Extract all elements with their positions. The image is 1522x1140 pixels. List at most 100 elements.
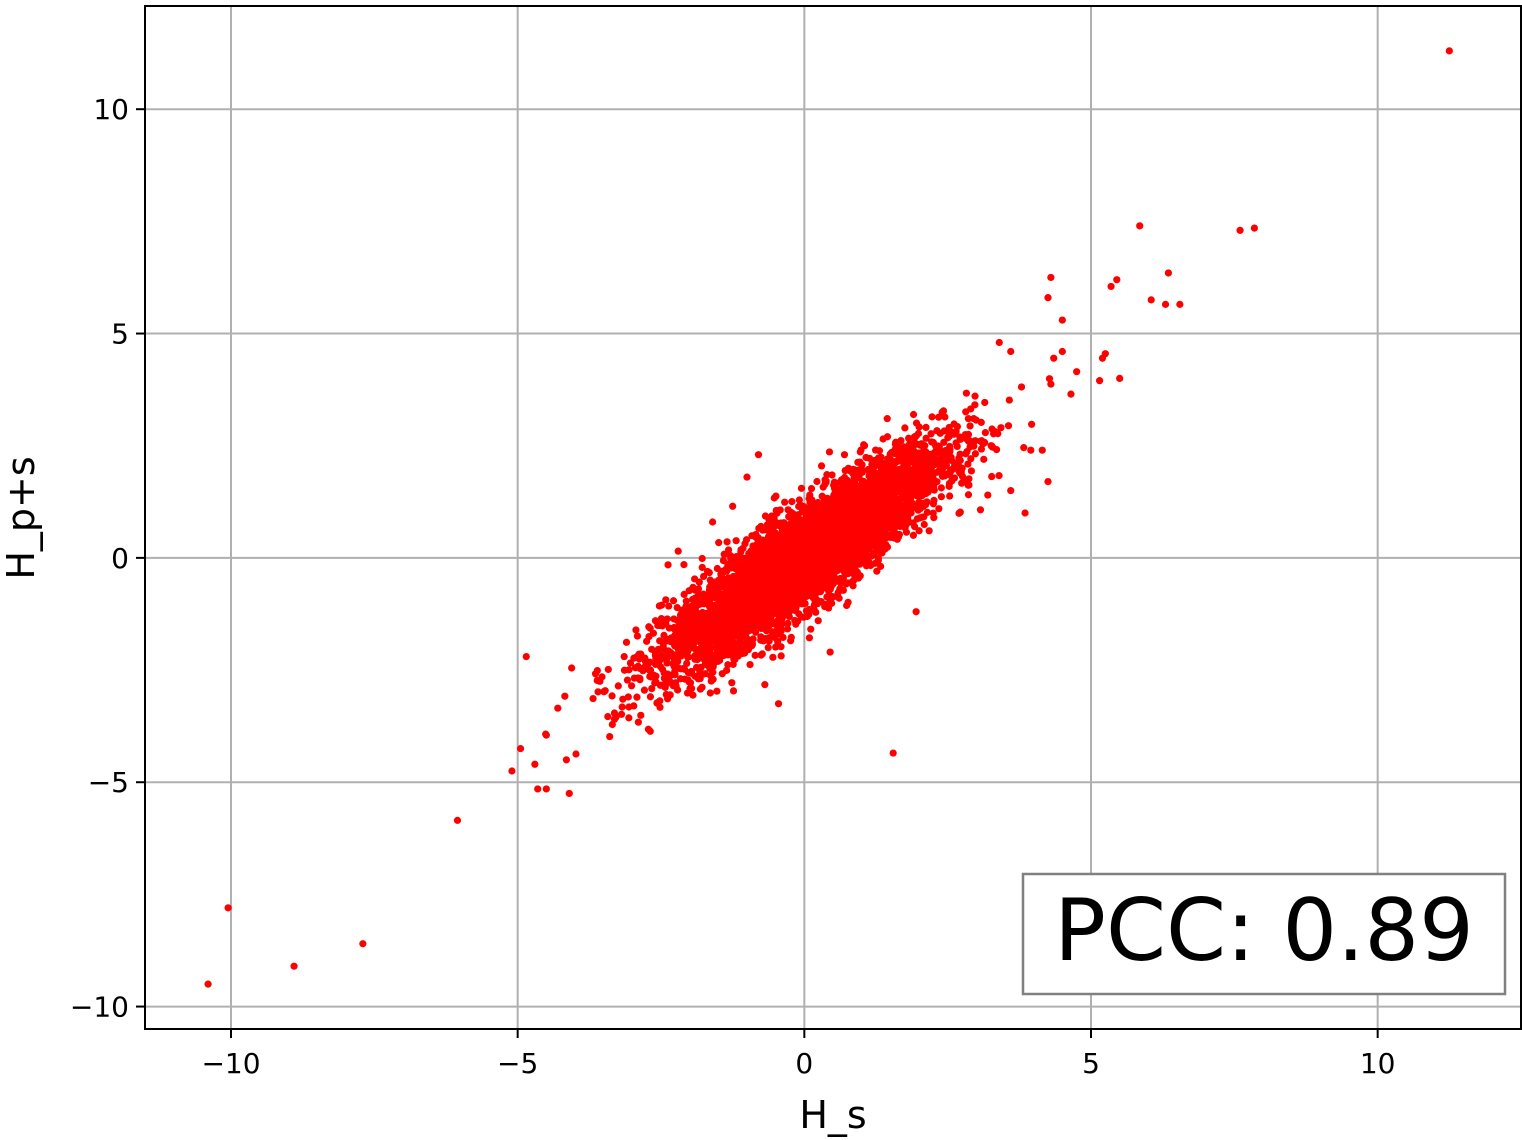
data-point [818, 579, 826, 587]
data-point [907, 451, 915, 460]
data-point [769, 653, 777, 661]
data-point [854, 458, 862, 466]
data-point [922, 423, 930, 431]
data-point [945, 482, 953, 490]
data-point [928, 413, 936, 421]
data-point [665, 602, 673, 610]
data-point [977, 418, 985, 426]
data-point [1058, 347, 1066, 356]
data-point [745, 557, 754, 565]
data-point [853, 568, 861, 576]
data-point [976, 506, 985, 514]
data-point [920, 520, 928, 529]
data-point [865, 538, 873, 546]
data-point [682, 597, 690, 605]
data-point [632, 626, 640, 634]
data-point [916, 514, 924, 522]
data-point [887, 469, 895, 477]
data-point [888, 525, 896, 533]
data-point [657, 681, 665, 689]
data-point [965, 475, 973, 483]
data-point [1096, 377, 1104, 385]
data-point [562, 756, 571, 764]
data-point [752, 628, 760, 636]
data-point [851, 476, 859, 484]
data-point [1058, 316, 1066, 324]
data-point [814, 617, 822, 625]
data-point [224, 904, 232, 912]
data-point [706, 689, 714, 697]
data-point [623, 676, 632, 684]
data-point [825, 448, 834, 456]
data-point [935, 505, 943, 513]
data-point [917, 440, 926, 448]
data-point [687, 684, 696, 693]
data-point [652, 660, 660, 668]
data-point [995, 338, 1003, 347]
data-point [657, 651, 665, 659]
data-point [718, 580, 726, 588]
data-point [657, 615, 665, 623]
data-point [687, 669, 695, 677]
data-point [637, 711, 645, 719]
data-point [872, 522, 880, 530]
data-point [636, 664, 644, 673]
data-point [812, 608, 820, 616]
data-point [732, 537, 740, 545]
data-point [964, 430, 973, 439]
data-point [845, 526, 854, 534]
data-point [734, 649, 742, 657]
data-point [879, 435, 887, 443]
data-point [835, 594, 843, 602]
data-point [878, 549, 886, 557]
data-point [924, 465, 932, 474]
data-point [988, 425, 996, 433]
data-point [1038, 446, 1046, 454]
data-point [698, 683, 706, 691]
data-point [732, 619, 740, 627]
data-point [816, 548, 824, 557]
data-point [788, 498, 796, 506]
data-point [689, 691, 697, 699]
data-point [843, 601, 851, 610]
data-point [964, 415, 972, 423]
data-point [651, 651, 659, 660]
data-point [522, 652, 530, 661]
data-point [971, 392, 979, 400]
data-point [980, 455, 988, 463]
data-point [797, 484, 806, 492]
data-point [849, 582, 857, 590]
data-point [935, 467, 943, 475]
data-point [823, 494, 831, 502]
data-point [997, 424, 1005, 432]
data-point [940, 438, 948, 446]
data-point [716, 656, 724, 664]
data-point [765, 634, 773, 642]
data-point [1017, 383, 1026, 391]
data-point [963, 447, 971, 456]
data-point [620, 652, 628, 661]
data-point [805, 634, 814, 642]
data-point [836, 585, 844, 593]
data-point [1164, 269, 1172, 277]
data-point [1044, 294, 1052, 302]
data-point [789, 510, 797, 518]
data-point [633, 693, 641, 701]
data-point [596, 677, 604, 685]
data-point [626, 659, 635, 667]
data-point [912, 419, 921, 427]
data-point [1176, 300, 1184, 308]
data-point [1007, 347, 1015, 356]
data-point [662, 596, 670, 604]
data-point [741, 645, 749, 653]
data-point [864, 552, 872, 561]
data-point [873, 567, 881, 575]
data-point [674, 686, 682, 694]
data-point [1147, 296, 1155, 304]
data-point [1021, 509, 1029, 517]
data-point [604, 712, 612, 721]
data-point [622, 638, 631, 646]
data-point [686, 679, 695, 687]
data-point [531, 760, 539, 768]
data-point [988, 472, 996, 481]
